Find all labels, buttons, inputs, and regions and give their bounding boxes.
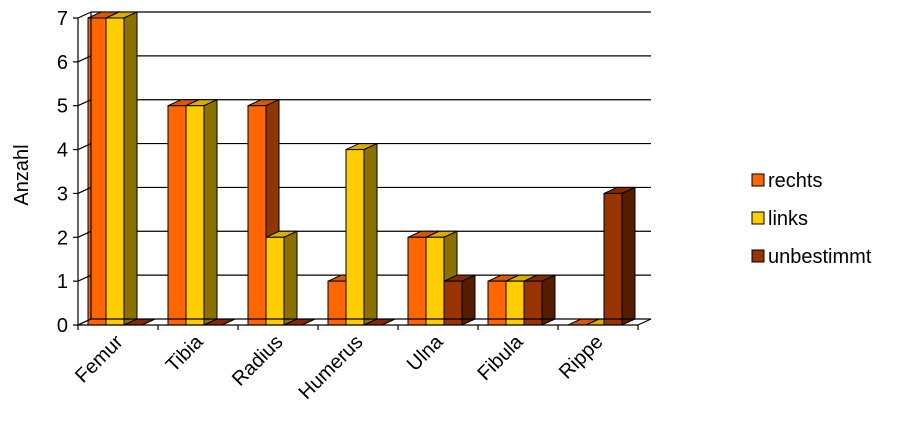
y-tick-depth <box>77 318 92 326</box>
bar-front <box>425 236 445 326</box>
bar-front <box>167 105 187 326</box>
y-tick-label: 4 <box>57 140 68 162</box>
axes <box>73 11 652 330</box>
y-tick-depth <box>77 55 92 63</box>
legend-label: rechts <box>768 170 822 192</box>
bar-rippe-unbestimmt <box>603 186 636 326</box>
bar-front <box>603 192 623 326</box>
x-tick-label-fibula: Fibula <box>473 330 528 385</box>
x-tick-label-ulna: Ulna <box>403 330 448 375</box>
legend-item-links: links <box>751 208 808 230</box>
bar-ulna-unbestimmt <box>443 274 476 326</box>
bar-tibia-links <box>185 98 218 326</box>
y-tick-label: 0 <box>57 315 68 337</box>
bar-side <box>621 186 636 326</box>
y-tick-label: 5 <box>57 96 68 118</box>
bar-side <box>363 142 378 326</box>
bar-front <box>265 236 285 326</box>
x-tick-label-tibia: Tibia <box>162 330 208 376</box>
bars <box>87 11 636 326</box>
legend-swatch <box>751 249 765 263</box>
legend-item-unbestimmt: unbestimmt <box>751 246 872 268</box>
legend-label: unbestimmt <box>768 246 872 268</box>
y-tick-label: 7 <box>57 8 68 30</box>
y-tick-label: 6 <box>57 52 68 74</box>
x-tick-label-radius: Radius <box>228 331 288 391</box>
legend-swatch <box>751 211 765 225</box>
legend-swatch <box>751 173 765 187</box>
floor-right-edge <box>637 318 652 326</box>
y-tick-label: 2 <box>57 227 68 249</box>
bar-radius-links <box>265 230 298 326</box>
bar-side <box>123 11 138 326</box>
bar-front <box>407 236 427 326</box>
bar-side <box>541 274 556 326</box>
legend-label: links <box>768 208 808 230</box>
y-tick-depth <box>77 143 92 151</box>
legend-item-rechts: rechts <box>751 170 822 192</box>
x-tick-label-femur: Femur <box>71 331 128 388</box>
y-tick-depth <box>77 99 92 107</box>
y-tick-label: 1 <box>57 271 68 293</box>
y-axis-title: Anzahl <box>11 144 33 205</box>
bar-front <box>185 105 205 326</box>
bar-femur-links <box>105 11 138 326</box>
y-tick-depth <box>77 274 92 282</box>
x-tick-labels: Femur Tibia Radius Humerus Ulna Fibula Rippe <box>71 330 607 404</box>
bar-front <box>105 17 125 326</box>
y-tick-label: 3 <box>57 183 68 205</box>
y-tick-depth <box>77 230 92 238</box>
bar-humerus-links <box>345 142 378 326</box>
x-tick-label-rippe: Rippe <box>555 331 608 384</box>
y-tick-depth <box>77 11 92 19</box>
bar-side <box>461 274 476 326</box>
bar-front <box>345 149 365 326</box>
bar-front <box>247 105 267 326</box>
y-tick-labels: 0 1 2 3 4 5 6 7 <box>57 8 68 337</box>
bar-fibula-unbestimmt <box>523 274 556 326</box>
bar-side <box>283 230 298 326</box>
y-tick-depth <box>77 186 92 194</box>
legend: rechts links unbestimmt <box>751 170 872 268</box>
bar-side <box>203 98 218 326</box>
x-tick-label-humerus: Humerus <box>295 331 368 404</box>
